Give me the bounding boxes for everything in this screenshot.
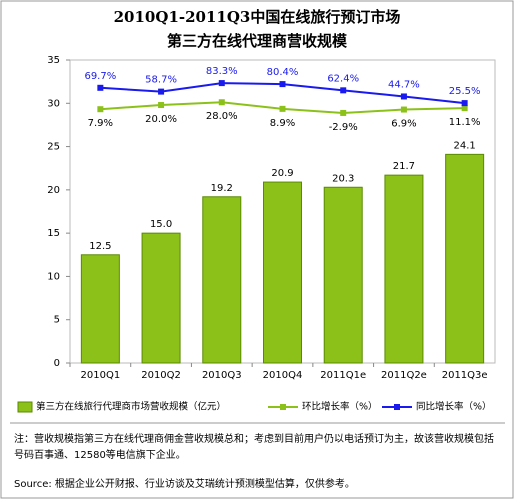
bar-label: 12.5 <box>89 241 111 252</box>
x-tick-label: 2011Q1e <box>320 370 366 381</box>
y-tick-label: 15 <box>47 228 60 239</box>
line-marker <box>340 87 347 94</box>
line-label: 11.1% <box>449 117 481 128</box>
line-marker <box>400 106 407 113</box>
line-label: 80.4% <box>267 67 299 78</box>
line-marker <box>400 93 407 100</box>
y-tick-label: 5 <box>54 315 60 326</box>
bar-label: 20.3 <box>332 173 354 184</box>
x-tick-label: 2011Q2e <box>381 370 427 381</box>
x-tick-label: 2010Q4 <box>263 370 303 381</box>
legend-marker <box>394 404 400 410</box>
legend-label: 环比增长率（%） <box>302 401 378 413</box>
line-label: -2.9% <box>329 122 358 133</box>
line-marker <box>461 100 468 107</box>
line-label: 44.7% <box>388 79 420 90</box>
bar <box>141 232 181 364</box>
chart-title: 2010Q1-2011Q3中国在线旅行预订市场 <box>114 8 401 26</box>
x-tick-label: 2010Q2 <box>141 370 181 381</box>
bar-label: 21.7 <box>393 161 415 172</box>
line-label: 83.3% <box>206 66 238 77</box>
legend-label: 同比增长率（%） <box>416 401 492 413</box>
line-marker <box>218 99 225 106</box>
line-marker <box>461 105 468 112</box>
line-label: 69.7% <box>84 71 116 82</box>
chart-subtitle: 第三方在线代理商营收规模 <box>167 32 348 50</box>
bar-label: 19.2 <box>211 183 233 194</box>
y-tick-label: 25 <box>47 142 60 153</box>
legend-swatch <box>17 401 33 413</box>
y-tick-label: 35 <box>47 55 60 66</box>
line-marker <box>158 102 165 109</box>
line-label: 25.5% <box>449 86 481 97</box>
x-tick-label: 2010Q3 <box>202 370 242 381</box>
line-marker <box>158 88 165 95</box>
bar <box>323 186 363 364</box>
x-tick-label: 2010Q1 <box>81 370 121 381</box>
bar <box>263 181 302 364</box>
y-tick-label: 30 <box>47 98 60 109</box>
bar-label: 24.1 <box>454 140 476 151</box>
line-marker <box>97 106 104 113</box>
y-tick-label: 0 <box>54 358 60 369</box>
legend-label: 第三方在线旅行代理商市场营收规模（亿元） <box>36 401 226 413</box>
bar <box>202 196 242 364</box>
line-label: 7.9% <box>88 118 113 129</box>
line-marker <box>218 80 225 87</box>
source: Source: 根据企业公开财报、行业访谈及艾瑞统计预测模型估算，仅供参考。 <box>14 479 355 490</box>
line-label: 20.0% <box>145 114 177 125</box>
line-label: 58.7% <box>145 75 177 86</box>
bar-label: 20.9 <box>271 168 293 179</box>
y-tick-label: 20 <box>47 185 60 196</box>
line-marker <box>97 84 104 91</box>
bar <box>445 153 485 364</box>
bar <box>384 174 424 364</box>
line-label: 28.0% <box>206 111 238 122</box>
legend-marker <box>280 404 286 410</box>
notes: 注：营收规模指第三方在线代理商佣金营收规模总和；考虑到目前用户仍以电话预订为主，… <box>14 434 494 461</box>
bar-label: 15.0 <box>150 219 172 230</box>
y-tick-label: 10 <box>47 271 60 282</box>
x-tick-label: 2011Q3e <box>442 370 488 381</box>
line-marker <box>279 81 286 88</box>
line-marker <box>279 105 286 112</box>
line-label: 62.4% <box>327 73 359 84</box>
line-label: 6.9% <box>391 119 416 130</box>
bar <box>80 254 120 364</box>
line-marker <box>340 109 347 116</box>
line-label: 8.9% <box>270 118 295 129</box>
